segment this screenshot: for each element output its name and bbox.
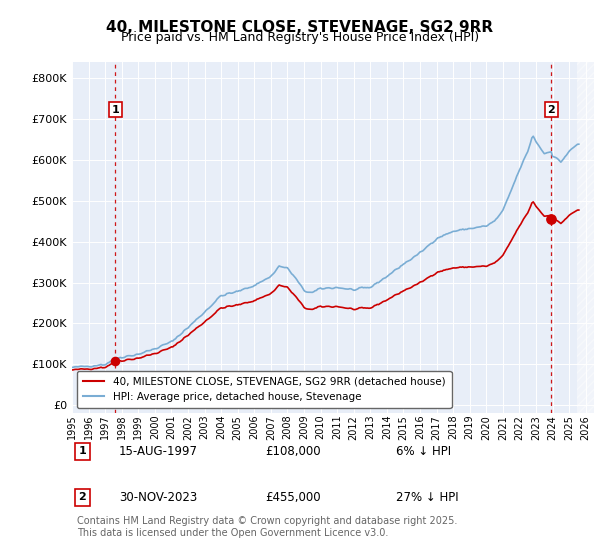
Text: 30-NOV-2023: 30-NOV-2023 — [119, 491, 197, 504]
Point — [110, 357, 120, 366]
Text: 15-AUG-1997: 15-AUG-1997 — [119, 445, 198, 458]
Point — [547, 214, 556, 223]
Text: £455,000: £455,000 — [265, 491, 321, 504]
Text: 27% ↓ HPI: 27% ↓ HPI — [395, 491, 458, 504]
Text: 1: 1 — [79, 446, 86, 456]
Text: 2: 2 — [547, 105, 555, 115]
Text: 40, MILESTONE CLOSE, STEVENAGE, SG2 9RR: 40, MILESTONE CLOSE, STEVENAGE, SG2 9RR — [106, 20, 494, 35]
Text: Contains HM Land Registry data © Crown copyright and database right 2025.
This d: Contains HM Land Registry data © Crown c… — [77, 516, 458, 538]
Text: 1: 1 — [112, 105, 119, 115]
Text: 2: 2 — [79, 492, 86, 502]
Text: £108,000: £108,000 — [265, 445, 321, 458]
Text: Price paid vs. HM Land Registry's House Price Index (HPI): Price paid vs. HM Land Registry's House … — [121, 31, 479, 44]
Text: 6% ↓ HPI: 6% ↓ HPI — [395, 445, 451, 458]
Legend: 40, MILESTONE CLOSE, STEVENAGE, SG2 9RR (detached house), HPI: Average price, de: 40, MILESTONE CLOSE, STEVENAGE, SG2 9RR … — [77, 371, 452, 408]
